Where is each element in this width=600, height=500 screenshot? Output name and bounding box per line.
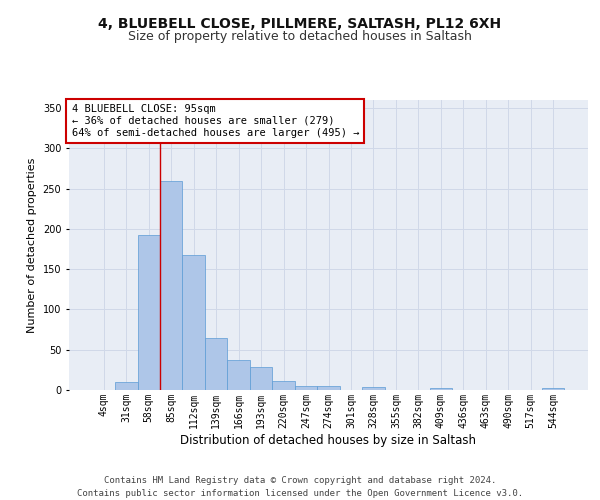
- Bar: [115, 382, 137, 390]
- X-axis label: Distribution of detached houses by size in Saltash: Distribution of detached houses by size …: [181, 434, 476, 446]
- Bar: [542, 388, 565, 390]
- Bar: [205, 338, 227, 390]
- Bar: [317, 386, 340, 390]
- Text: Contains HM Land Registry data © Crown copyright and database right 2024.
Contai: Contains HM Land Registry data © Crown c…: [77, 476, 523, 498]
- Bar: [227, 360, 250, 390]
- Text: 4, BLUEBELL CLOSE, PILLMERE, SALTASH, PL12 6XH: 4, BLUEBELL CLOSE, PILLMERE, SALTASH, PL…: [98, 18, 502, 32]
- Bar: [430, 388, 452, 390]
- Bar: [137, 236, 160, 390]
- Y-axis label: Number of detached properties: Number of detached properties: [27, 158, 37, 332]
- Bar: [182, 254, 205, 390]
- Bar: [250, 368, 272, 390]
- Bar: [272, 381, 295, 390]
- Bar: [362, 387, 385, 390]
- Text: 4 BLUEBELL CLOSE: 95sqm
← 36% of detached houses are smaller (279)
64% of semi-d: 4 BLUEBELL CLOSE: 95sqm ← 36% of detache…: [71, 104, 359, 138]
- Text: Size of property relative to detached houses in Saltash: Size of property relative to detached ho…: [128, 30, 472, 43]
- Bar: [160, 180, 182, 390]
- Bar: [295, 386, 317, 390]
